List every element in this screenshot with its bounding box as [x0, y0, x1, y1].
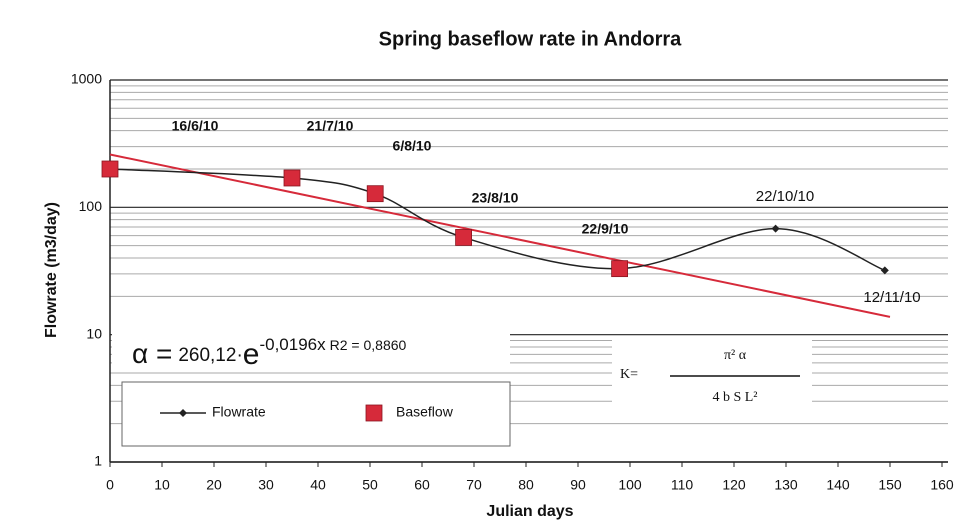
formula-denominator: 4 b S L²	[712, 390, 757, 405]
chart-title: Spring baseflow rate in Andorra	[379, 28, 683, 50]
eq-base: e	[243, 338, 260, 371]
equation: α = 260,12·e-0,0196x R2 = 0,8860	[132, 335, 407, 370]
legend-marker	[179, 409, 187, 417]
annotation: 23/8/10	[472, 190, 519, 206]
x-tick-label: 20	[206, 477, 222, 493]
annotation: 22/10/10	[756, 188, 814, 205]
eq-lhs: α =	[132, 338, 172, 369]
x-tick-label: 150	[878, 477, 902, 493]
flowrate-marker	[771, 224, 780, 233]
annotation: 21/7/10	[307, 118, 354, 134]
x-tick-label: 70	[466, 477, 482, 493]
baseflow-marker	[366, 185, 384, 203]
baseflow-marker	[455, 229, 473, 246]
y-tick-label: 1000	[71, 71, 102, 87]
x-tick-label: 140	[826, 477, 850, 493]
legend-label: Baseflow	[396, 404, 454, 420]
equation-box	[112, 326, 510, 372]
x-tick-label: 90	[570, 477, 586, 493]
trendline	[109, 153, 891, 318]
y-tick-label: 10	[86, 325, 102, 341]
x-tick-label: 130	[774, 477, 798, 493]
eq-r2: R2 = 0,8860	[330, 337, 407, 353]
x-tick-label: 80	[518, 477, 534, 493]
legend-box	[121, 381, 511, 447]
baseflow-marker	[283, 169, 301, 187]
annotation: 12/11/10	[863, 289, 920, 306]
x-tick-label: 160	[930, 477, 954, 493]
x-axis-label: Julian days	[486, 503, 573, 520]
y-tick-label: 1	[94, 453, 102, 469]
y-tick-label: 100	[79, 198, 103, 214]
x-tick-label: 0	[106, 477, 114, 493]
y-axis-label: Flowrate (m3/day)	[43, 202, 60, 338]
baseflow-marker	[101, 160, 119, 178]
annotation: 6/8/10	[393, 138, 432, 154]
x-tick-label: 10	[154, 477, 170, 493]
x-tick-label: 110	[671, 477, 694, 493]
x-tick-label: 50	[362, 477, 378, 493]
x-tick-label: 120	[722, 477, 746, 493]
eq-coef: 260,12·	[178, 345, 242, 366]
marks	[101, 153, 891, 318]
x-tick-label: 40	[310, 477, 326, 493]
legend-label: Flowrate	[212, 404, 266, 420]
baseflow-marker	[611, 260, 628, 278]
flowrate-marker	[880, 266, 889, 275]
annotation: 22/9/10	[582, 221, 629, 237]
x-tick-label: 60	[414, 477, 430, 493]
x-tick-label: 100	[618, 477, 642, 493]
annotation: 16/6/10	[172, 118, 219, 134]
eq-exponent: -0,0196x	[259, 335, 326, 354]
legend-marker	[365, 404, 383, 422]
formula-lhs: K=	[620, 367, 638, 382]
x-tick-label: 30	[258, 477, 274, 493]
formula-numerator: π² α	[724, 348, 747, 363]
